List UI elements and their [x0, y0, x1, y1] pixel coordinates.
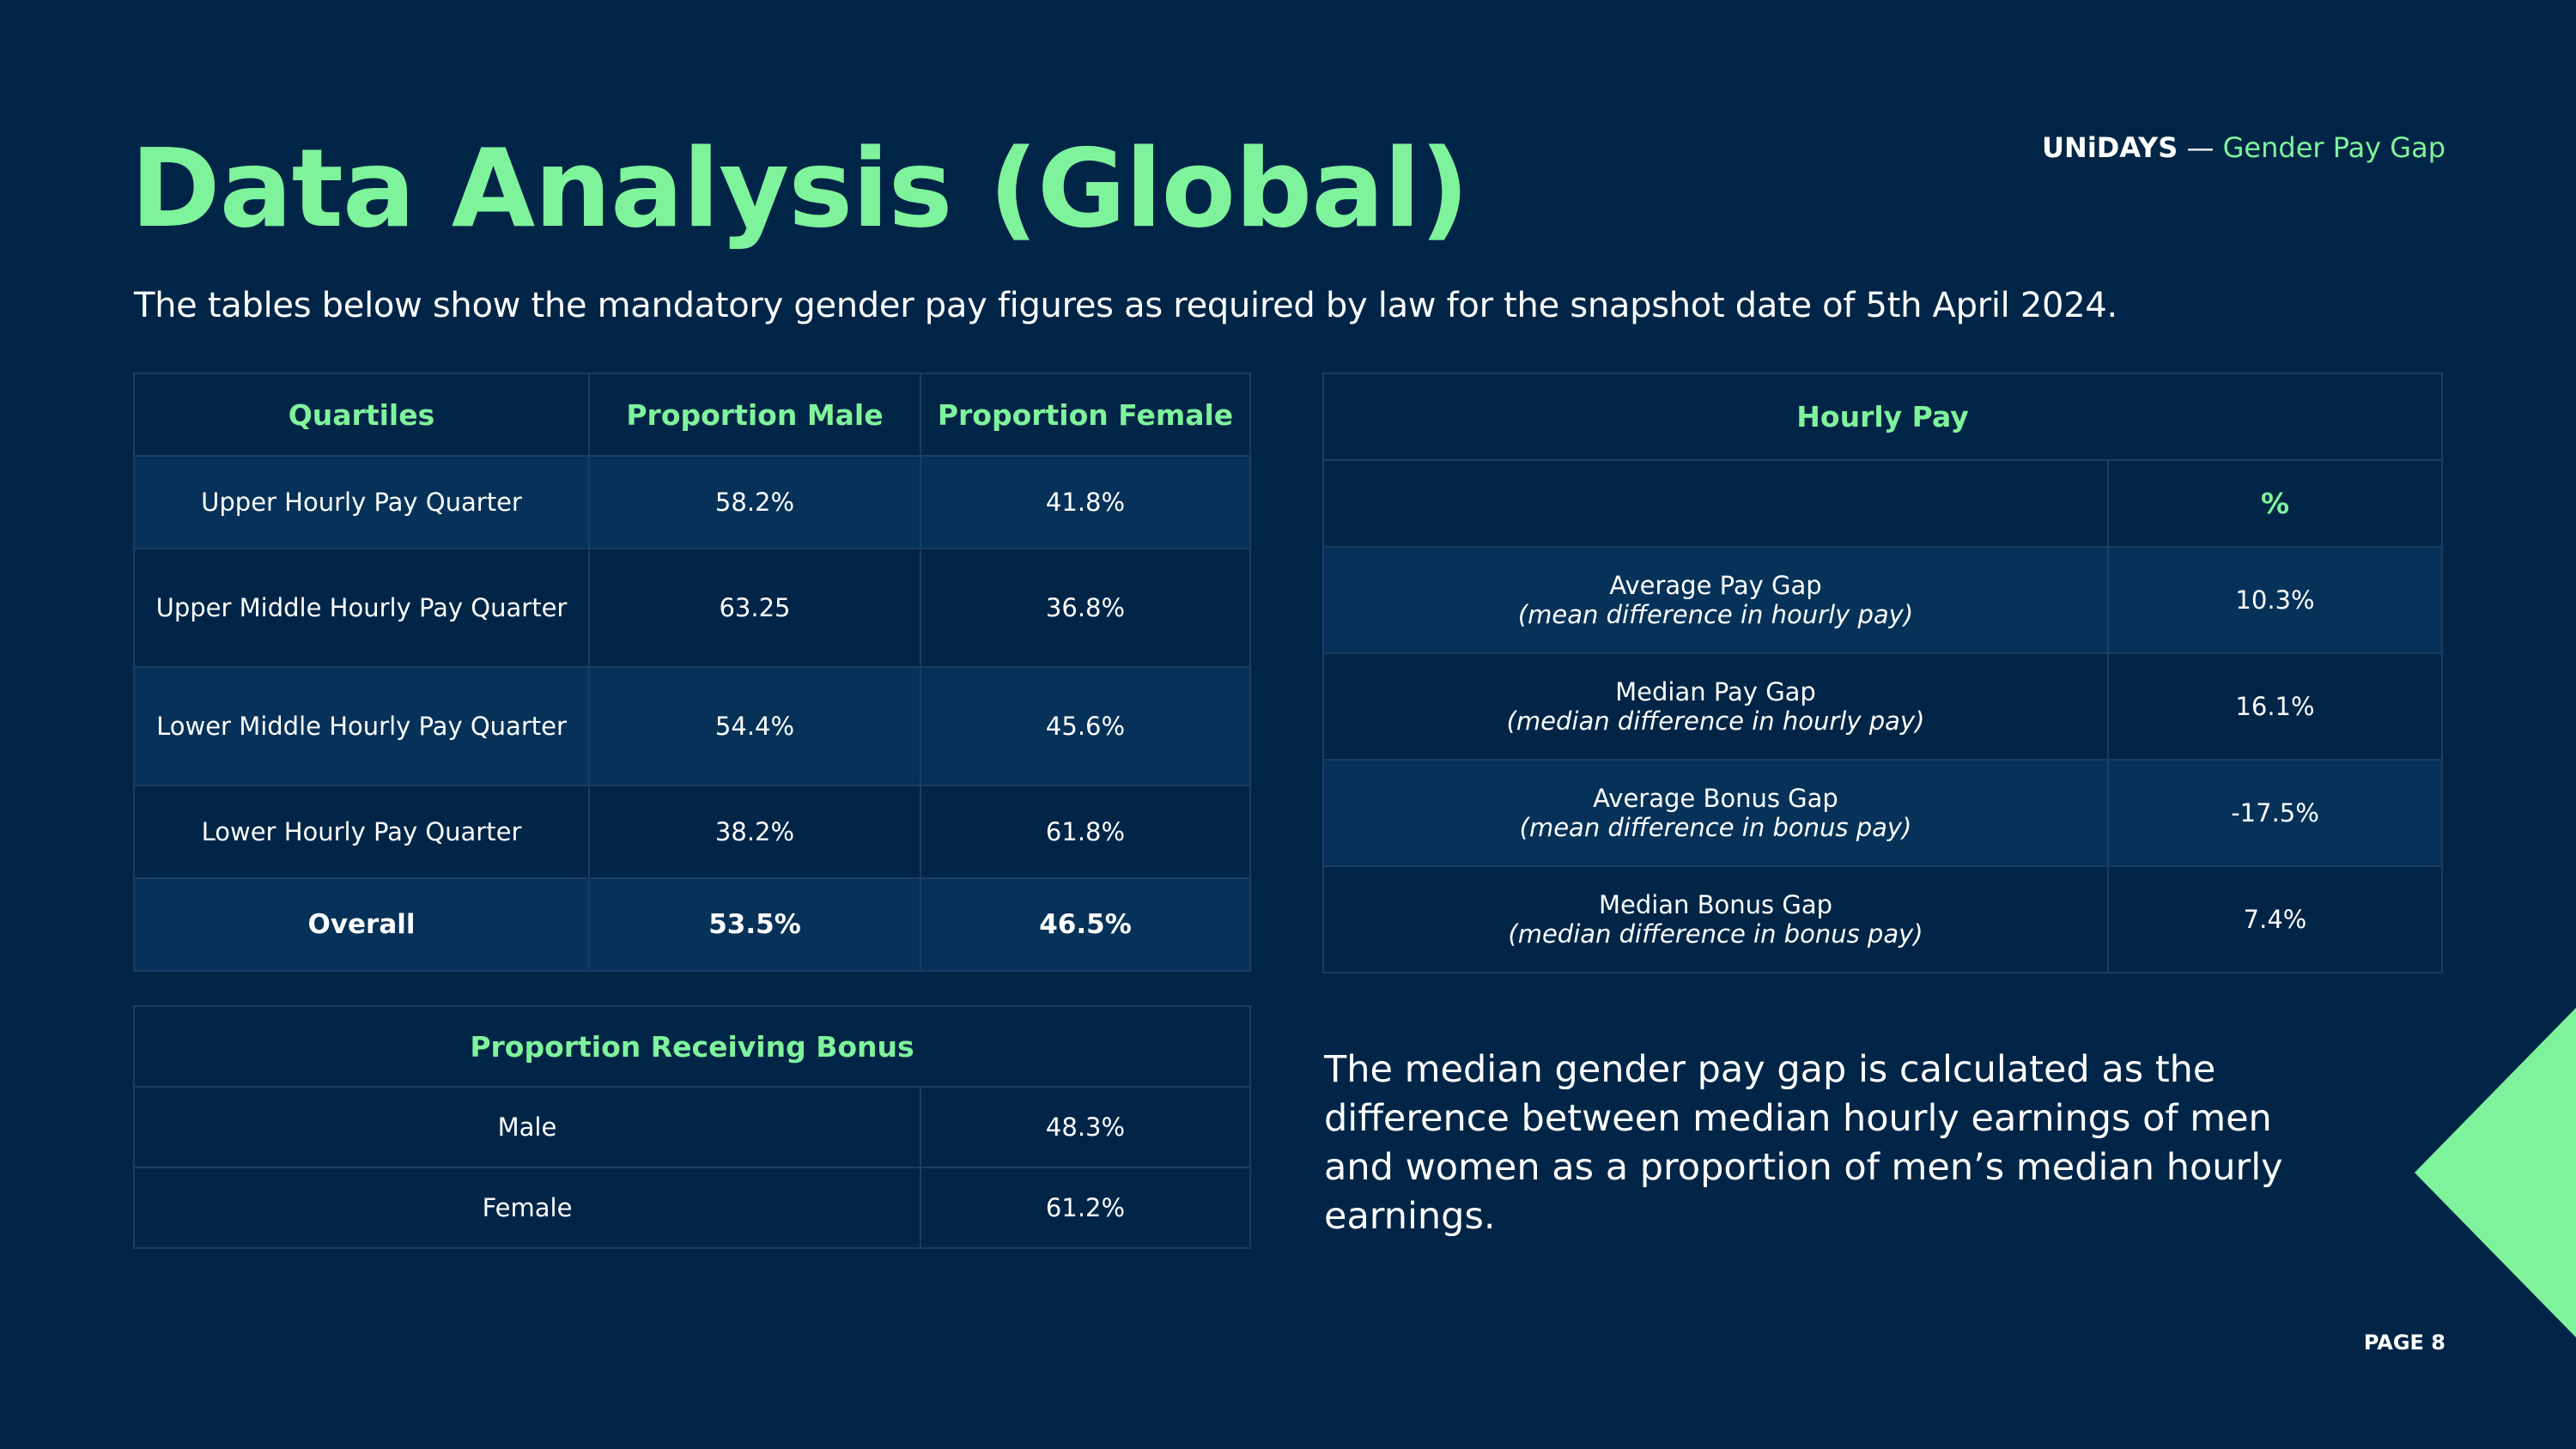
bonus-value: 61.2% — [920, 1167, 1251, 1249]
gap-value: 7.4% — [2107, 865, 2443, 973]
table-header-row: Quartiles Proportion Male Proportion Fem… — [133, 373, 1251, 457]
table-row: Median Pay Gap (median difference in hou… — [1322, 652, 2443, 761]
hourly-pay-table: Hourly Pay % Average Pay Gap (mean diffe… — [1322, 373, 2443, 973]
male-proportion: 54.4% — [588, 666, 921, 786]
female-proportion: 61.8% — [920, 785, 1251, 879]
gap-detail: (median difference in bonus pay) — [1508, 919, 1923, 949]
brand-subtitle: Gender Pay Gap — [2222, 131, 2445, 164]
gap-label-cell: Median Pay Gap (median difference in hou… — [1322, 652, 2109, 761]
gap-value: 10.3% — [2107, 546, 2443, 654]
column-header-proportion-male: Proportion Male — [588, 373, 921, 457]
median-gap-explanation: The median gender pay gap is calculated … — [1324, 1048, 2283, 1238]
table-row: Male 48.3% — [133, 1086, 1251, 1168]
gap-label-cell: Median Bonus Gap (median difference in b… — [1322, 865, 2109, 973]
gap-label-cell: Average Bonus Gap (mean difference in bo… — [1322, 759, 2109, 867]
brand-header: UNiDAYS — Gender Pay Gap — [2042, 129, 2445, 167]
male-proportion: 58.2% — [588, 455, 921, 549]
page-number: PAGE 8 — [2363, 1331, 2445, 1355]
quartiles-table: Quartiles Proportion Male Proportion Fem… — [133, 373, 1251, 972]
female-proportion: 36.8% — [920, 548, 1251, 668]
gap-label: Median Pay Gap — [1615, 677, 1816, 706]
percent-column-header: % — [2107, 459, 2443, 548]
quartile-label: Upper Hourly Pay Quarter — [133, 455, 590, 549]
gap-label: Average Pay Gap — [1609, 571, 1822, 600]
overall-male-proportion: 53.5% — [588, 877, 921, 972]
male-proportion: 38.2% — [588, 785, 921, 879]
table-row: Upper Middle Hourly Pay Quarter 63.25 36… — [133, 548, 1251, 668]
quartile-label: Lower Middle Hourly Pay Quarter — [133, 666, 590, 786]
hourly-pay-header: Hourly Pay — [1322, 373, 2443, 461]
table-header-row: Hourly Pay — [1322, 373, 2443, 461]
empty-header-cell — [1322, 459, 2109, 548]
table-subheader-row: % — [1322, 459, 2443, 548]
page-subtitle: The tables below show the mandatory gend… — [134, 286, 2117, 325]
table-row: Median Bonus Gap (median difference in b… — [1322, 865, 2443, 973]
column-header-proportion-female: Proportion Female — [920, 373, 1251, 457]
gap-value: -17.5% — [2107, 759, 2443, 867]
page-title: Data Analysis (Global) — [131, 125, 1469, 252]
table-row: Lower Middle Hourly Pay Quarter 54.4% 45… — [133, 666, 1251, 786]
brand-separator: — — [2178, 131, 2223, 164]
gap-label-cell: Average Pay Gap (mean difference in hour… — [1322, 546, 2109, 654]
decorative-triangle — [2415, 1008, 2576, 1337]
gap-label: Median Bonus Gap — [1598, 890, 1833, 919]
gap-detail: (mean difference in hourly pay) — [1517, 600, 1914, 629]
male-proportion: 63.25 — [588, 548, 921, 668]
brand-name: UNiDAYS — [2042, 131, 2178, 164]
table-header-row: Proportion Receiving Bonus — [133, 1005, 1251, 1088]
overall-row: Overall 53.5% 46.5% — [133, 877, 1251, 972]
bonus-label: Female — [133, 1167, 921, 1249]
table-row: Average Bonus Gap (mean difference in bo… — [1322, 759, 2443, 867]
table-row: Average Pay Gap (mean difference in hour… — [1322, 546, 2443, 654]
overall-female-proportion: 46.5% — [920, 877, 1251, 972]
gap-label: Average Bonus Gap — [1593, 784, 1838, 813]
table-row: Upper Hourly Pay Quarter 58.2% 41.8% — [133, 455, 1251, 549]
quartile-label: Lower Hourly Pay Quarter — [133, 785, 590, 879]
bonus-table-header: Proportion Receiving Bonus — [133, 1005, 1251, 1088]
gap-detail: (median difference in hourly pay) — [1506, 706, 1925, 736]
female-proportion: 41.8% — [920, 455, 1251, 549]
table-row: Female 61.2% — [133, 1167, 1251, 1249]
bonus-label: Male — [133, 1086, 921, 1168]
quartile-label: Upper Middle Hourly Pay Quarter — [133, 548, 590, 668]
gap-detail: (mean difference in bonus pay) — [1519, 813, 1912, 842]
overall-label: Overall — [133, 877, 590, 972]
column-header-quartiles: Quartiles — [133, 373, 590, 457]
table-row: Lower Hourly Pay Quarter 38.2% 61.8% — [133, 785, 1251, 879]
bonus-table: Proportion Receiving Bonus Male 48.3% Fe… — [133, 1005, 1251, 1249]
gap-value: 16.1% — [2107, 652, 2443, 761]
bonus-value: 48.3% — [920, 1086, 1251, 1168]
female-proportion: 45.6% — [920, 666, 1251, 786]
